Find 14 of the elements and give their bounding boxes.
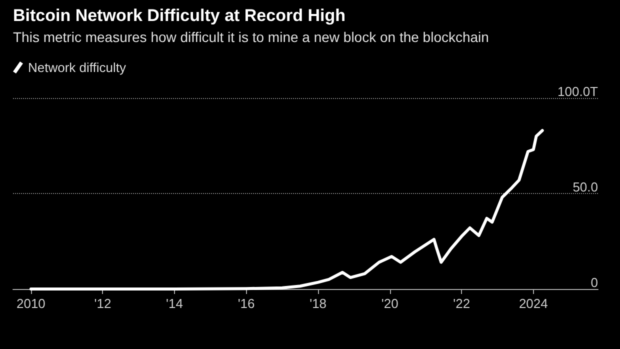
x-tick-label: 2024 — [518, 296, 548, 311]
x-tick-label: '14 — [166, 296, 183, 311]
chart-subtitle: This metric measures how difficult it is to mine a new block on the blockchain — [13, 29, 489, 45]
x-tick-label: '18 — [310, 296, 327, 311]
x-tick-label: '16 — [238, 296, 255, 311]
chart-title: Bitcoin Network Difficulty at Record High — [13, 6, 346, 25]
x-tick-label: '22 — [453, 296, 470, 311]
x-tick-label: 2010 — [16, 296, 46, 311]
y-tick-label: 100.0T — [558, 84, 598, 99]
x-tick-label: '12 — [94, 296, 112, 311]
legend-label: Network difficulty — [28, 60, 127, 75]
x-tick-label: '20 — [381, 296, 398, 311]
y-tick-label: 0 — [590, 275, 598, 290]
y-tick-label: 50.0 — [572, 180, 598, 194]
